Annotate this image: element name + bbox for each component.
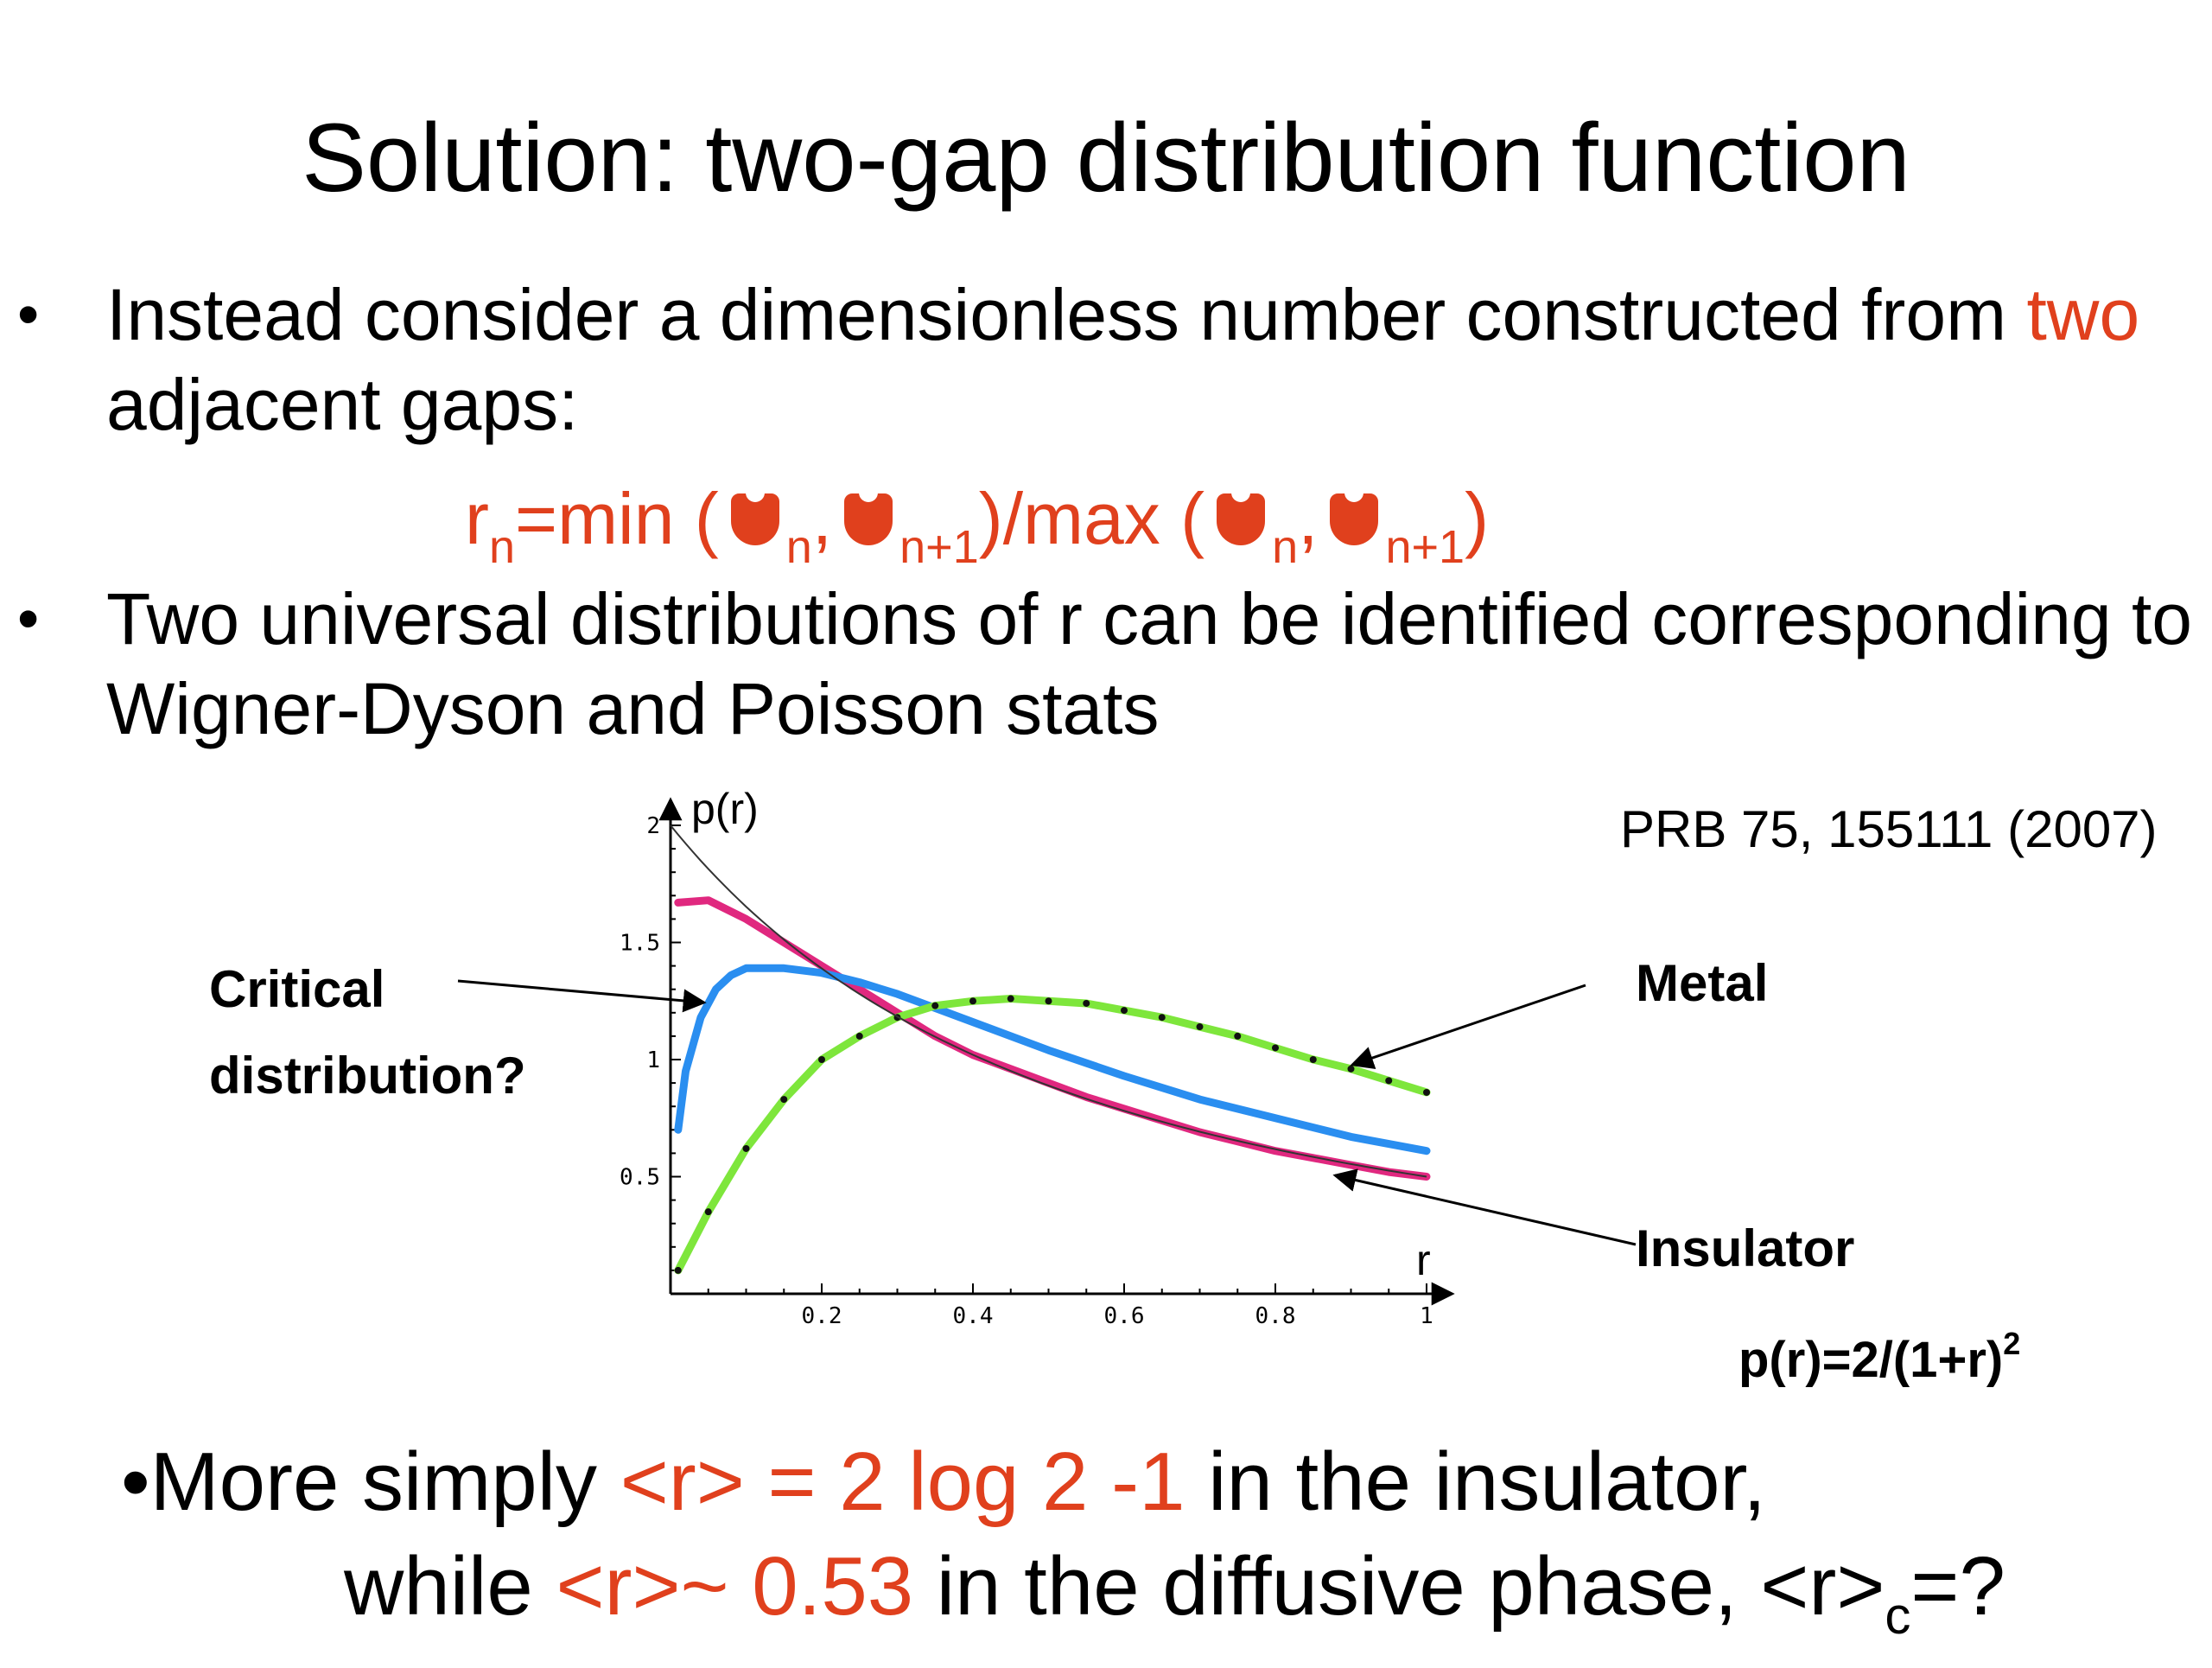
formula-close: ) — [1465, 478, 1490, 559]
bullet-1-text-after: adjacent gaps: — [106, 364, 579, 445]
bottom-2-sub: c — [1885, 1587, 1911, 1645]
metal-data-point — [1007, 995, 1014, 1003]
metal-data-point — [1121, 1007, 1128, 1015]
formula-sub-n: n — [1272, 521, 1299, 573]
critical-arrow — [457, 979, 707, 1013]
y-tick-label: 1.5 — [620, 931, 660, 957]
metal-data-point — [1309, 1056, 1317, 1063]
formula-min: =min ( — [515, 478, 719, 559]
x-tick-label: 0.8 — [1255, 1303, 1296, 1329]
bullet-2-text: Two universal distributions of r can be … — [106, 578, 2193, 749]
metal-line — [674, 995, 1431, 1275]
reference-citation: PRB 75, 155111 (2007) — [1620, 800, 2158, 858]
bottom-1-suffix: in the insulator, — [1185, 1436, 1766, 1528]
formula-sub-n1: n+1 — [1385, 521, 1465, 573]
x-axis-label: r — [1416, 1236, 1431, 1284]
formula-sub-n: n — [785, 521, 812, 573]
delta-icon — [1217, 485, 1266, 545]
y-tick-label: 1 — [646, 1047, 660, 1073]
insulator-arrow — [1332, 1168, 1637, 1246]
y-tick-label: 2 — [646, 813, 660, 839]
metal-data-point — [1083, 999, 1090, 1007]
x-tick-label: 1 — [1420, 1303, 1433, 1329]
metal-data-point — [1423, 1088, 1430, 1096]
x-tick-label: 0.4 — [953, 1303, 994, 1329]
gap-ratio-formula: rn=min (n, n+1)/max (n, n+1) — [465, 471, 1489, 595]
delta-icon — [844, 485, 893, 545]
metal-data-point — [1347, 1065, 1355, 1073]
formula-sub-n1: n+1 — [899, 521, 979, 573]
bottom-2-prefix: while — [344, 1540, 556, 1633]
bullet-dot: • — [17, 280, 40, 349]
bottom-line-1: •More simply <r> = 2 log 2 -1 in the ins… — [121, 1430, 1766, 1534]
poisson-curve — [670, 824, 1427, 1178]
metal-data-point — [1045, 997, 1052, 1005]
bottom-2-suffix: in the diffusive phase, <r> — [913, 1540, 1885, 1633]
formula-sep: , — [1298, 478, 1319, 559]
poisson-formula-label: p(r)=2/(1+r)2 — [1738, 1314, 2020, 1391]
poisson-formula-base: p(r)=2/(1+r) — [1738, 1332, 2004, 1388]
metal-label: Metal — [1636, 954, 1769, 1012]
x-tick-label: 0.2 — [802, 1303, 842, 1329]
formula-r: r — [465, 478, 489, 559]
metal-data-point — [931, 1002, 939, 1009]
metal-data-point — [780, 1096, 788, 1104]
critical-label: Critical distribution? — [209, 960, 526, 1105]
y-tick-label: 0.5 — [620, 1165, 660, 1191]
bottom-1-highlight: <r> = 2 log 2 -1 — [620, 1436, 1185, 1528]
delta-icon — [1330, 485, 1379, 545]
bullet-1-highlight: two — [2026, 274, 2140, 355]
bullet-1-text: Instead consider a dimensionless number … — [106, 270, 2195, 449]
metal-data-point — [1158, 1014, 1166, 1022]
slide-title: Solution: two-gap distribution function — [302, 104, 1910, 212]
bottom-1-prefix: •More simply — [121, 1436, 620, 1528]
y-axis-label: p(r) — [691, 785, 759, 833]
metal-data-point — [1272, 1044, 1279, 1052]
delta-icon — [730, 485, 779, 545]
metal-data-point — [855, 1032, 863, 1040]
bottom-line-2: while <r>~ 0.53 in the diffusive phase, … — [344, 1535, 2005, 1668]
metal-data-point — [704, 1208, 712, 1216]
bottom-2-highlight: <r>~ 0.53 — [556, 1540, 914, 1633]
metal-data-point — [1385, 1077, 1393, 1085]
metal-data-point — [742, 1144, 750, 1152]
metal-data-point — [969, 997, 976, 1005]
critical-distribution-line — [674, 964, 1431, 1156]
x-tick-label: 0.6 — [1104, 1303, 1145, 1329]
bottom-2-end: =? — [1910, 1540, 2005, 1633]
metal-data-point — [818, 1056, 825, 1063]
bullet-dot: • — [17, 584, 40, 653]
formula-max: )/max ( — [978, 478, 1205, 559]
formula-sub-n: n — [488, 521, 516, 573]
bullet-1-text-before: Instead consider a dimensionless number … — [106, 274, 2027, 355]
metal-data-point — [1196, 1023, 1204, 1031]
metal-arrow — [1350, 984, 1586, 1069]
metal-data-point — [674, 1266, 682, 1274]
insulator-line — [674, 896, 1431, 1181]
formula-sep: , — [811, 478, 833, 559]
metal-data-point — [1234, 1032, 1242, 1040]
insulator-label: Insulator — [1636, 1219, 1855, 1277]
poisson-formula-exp: 2 — [2003, 1326, 2021, 1361]
